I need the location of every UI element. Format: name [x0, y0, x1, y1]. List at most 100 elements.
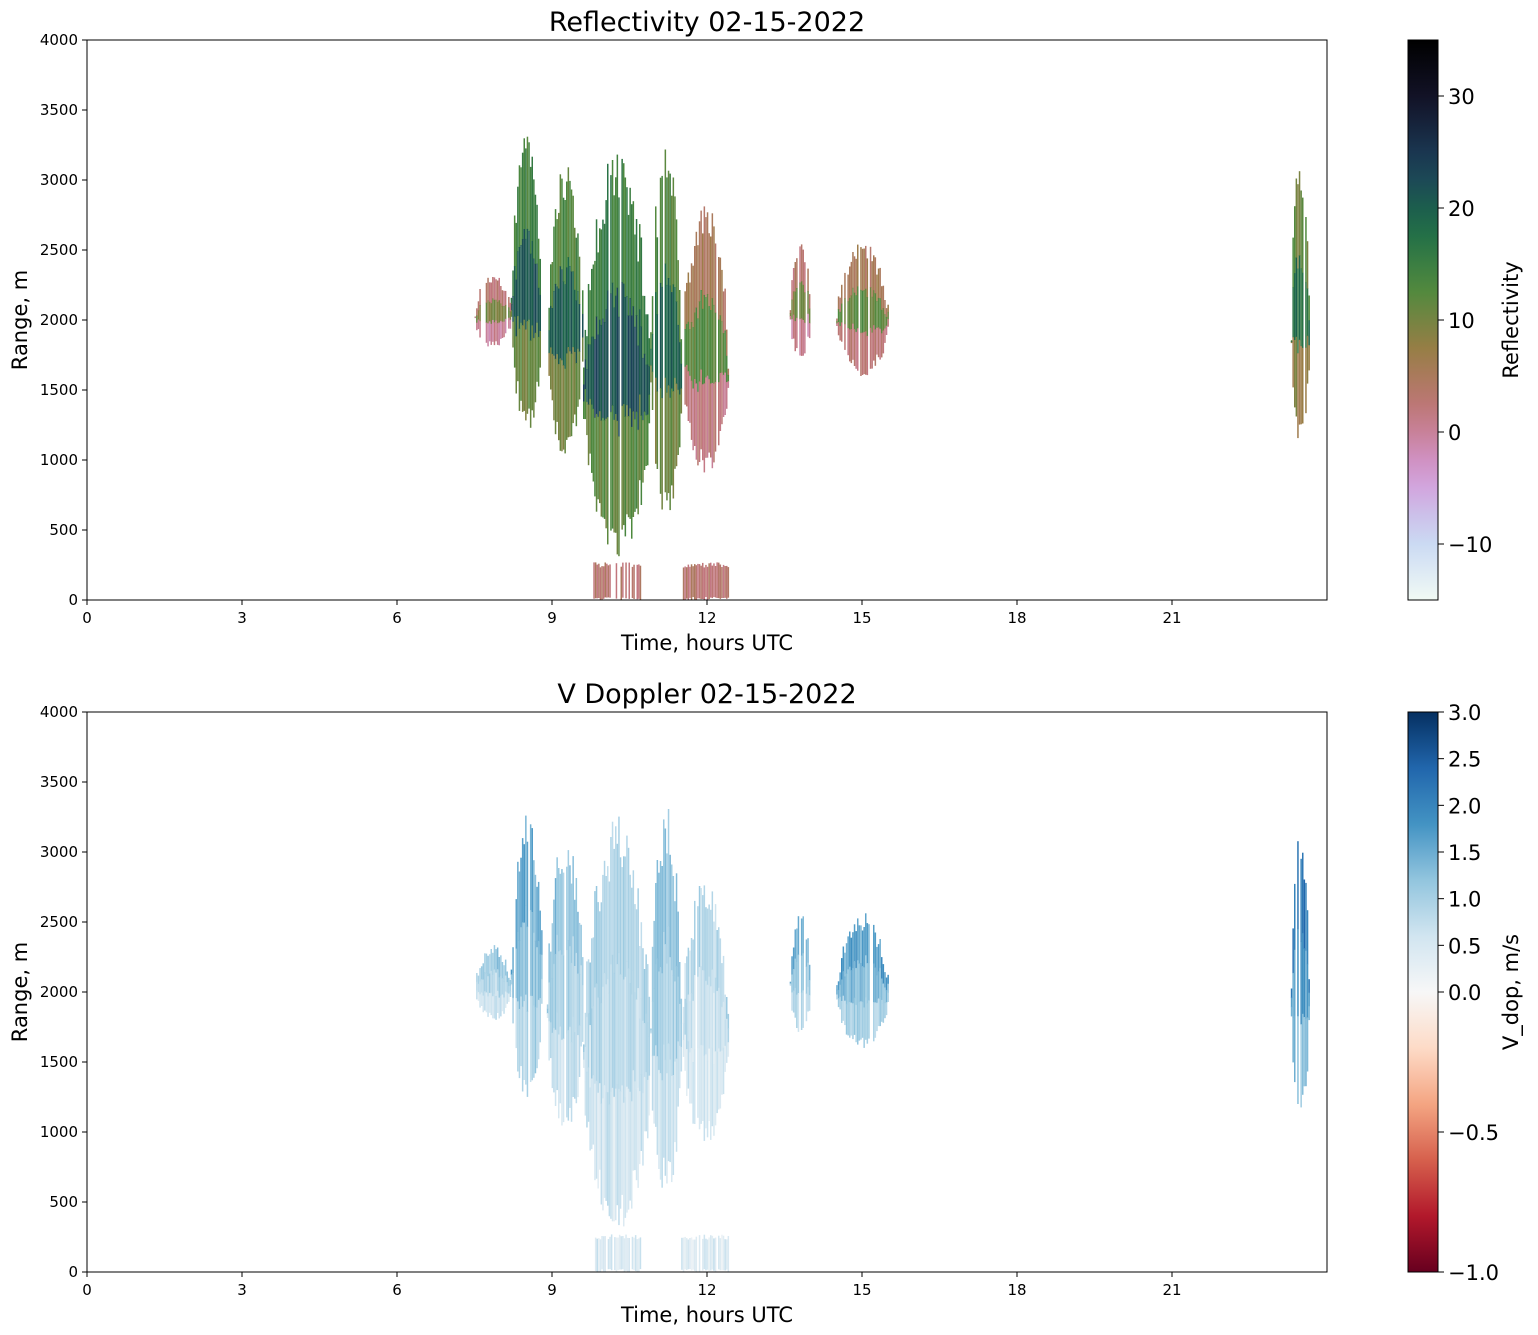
radar-column: [855, 967, 857, 1006]
radar-column: [492, 974, 494, 997]
cloud-feature-0: [510, 815, 543, 1097]
radar-column: [727, 368, 730, 376]
radar-column: [857, 286, 859, 329]
y-tick-label: 2500: [40, 913, 78, 931]
radar-column: [882, 285, 885, 309]
radar-column: [510, 979, 513, 985]
radar-column: [855, 295, 857, 333]
radar-column: [550, 1022, 552, 1059]
radar-column: [541, 978, 543, 1004]
radar-column: [681, 1237, 683, 1270]
radar-column: [694, 900, 696, 976]
radar-column: [794, 929, 796, 960]
radar-column: [572, 856, 574, 937]
radar-column: [628, 562, 630, 599]
radar-column: [837, 322, 840, 336]
radar-column: [605, 876, 607, 985]
reflectivity-title: Reflectivity 02-15-2022: [549, 7, 865, 38]
radar-column: [572, 347, 574, 424]
radar-column: [498, 977, 500, 999]
radar-column: [554, 209, 557, 285]
radar-column: [559, 358, 562, 451]
radar-column: [690, 380, 693, 440]
radar-column: [476, 990, 478, 1000]
radar-column: [713, 383, 715, 463]
radar-column: [487, 277, 489, 301]
radar-column: [1305, 1018, 1307, 1087]
radar-column: [639, 946, 641, 1019]
radar-column: [626, 296, 628, 406]
radar-column: [513, 316, 516, 368]
radar-column: [572, 936, 574, 1017]
radar-column: [671, 292, 673, 389]
radar-column: [605, 309, 607, 419]
radar-column: [616, 843, 619, 965]
radar-column: [687, 564, 690, 600]
radar-column: [1292, 287, 1294, 338]
radar-column: [575, 237, 578, 301]
radar-column: [849, 329, 851, 362]
radar-column: [610, 175, 612, 294]
radar-column: [589, 962, 591, 1026]
radar-column: [621, 405, 623, 530]
radar-column: [841, 303, 843, 323]
radar-column: [661, 866, 663, 974]
radar-column: [708, 563, 710, 599]
radar-column: [1300, 858, 1302, 942]
radar-column: [575, 878, 578, 954]
radar-column: [508, 985, 510, 995]
radar-column: [533, 179, 535, 260]
radar-column: [682, 1006, 685, 1024]
radar-column: [847, 274, 849, 302]
radar-column: [556, 1012, 558, 1091]
radar-column: [587, 1013, 590, 1068]
radar-column: [490, 992, 492, 1016]
radar-column: [584, 359, 587, 390]
vdoppler-colorbar-label: V_dop, m/s: [1499, 934, 1524, 1050]
radar-column: [887, 974, 889, 985]
radar-column: [613, 972, 615, 1098]
radar-column: [705, 907, 707, 982]
radar-column: [583, 401, 585, 419]
radar-column: [591, 1008, 593, 1079]
radar-column: [1292, 972, 1294, 1018]
radar-column: [1300, 941, 1302, 1025]
cloud-feature-7: [836, 913, 889, 1048]
radar-column: [675, 965, 678, 1060]
radar-column: [663, 1044, 665, 1158]
radar-column: [640, 237, 643, 327]
radar-column: [521, 1006, 524, 1092]
cloud-feature-3: [650, 809, 683, 1188]
radar-column: [523, 922, 525, 1002]
radar-column: [679, 962, 681, 1005]
radar-column: [724, 994, 726, 1021]
radar-column: [689, 282, 691, 330]
radar-column: [484, 972, 486, 992]
radar-column: [613, 307, 615, 421]
radar-column: [640, 326, 643, 416]
radar-column: [706, 375, 709, 458]
radar-column: [525, 148, 527, 240]
radar-column: [792, 268, 795, 292]
radar-column: [556, 354, 558, 422]
radar-column: [792, 969, 795, 991]
radar-column: [682, 1023, 685, 1041]
radar-column: [689, 1001, 691, 1053]
radar-column: [597, 1092, 599, 1189]
radar-column: [633, 564, 635, 599]
y-tick-label: 3000: [40, 171, 78, 189]
radar-column: [490, 282, 492, 304]
radar-column: [698, 886, 701, 968]
radar-column: [608, 881, 611, 994]
radar-column: [836, 994, 838, 1000]
radar-column: [672, 876, 675, 976]
radar-column: [1290, 341, 1293, 343]
radar-column: [528, 319, 530, 409]
radar-column: [792, 947, 795, 970]
radar-column: [792, 291, 795, 316]
radar-column: [850, 970, 853, 1003]
radar-column: [804, 322, 806, 354]
radar-column: [517, 1001, 519, 1072]
radar-column: [686, 1238, 688, 1270]
radar-column: [695, 383, 698, 460]
